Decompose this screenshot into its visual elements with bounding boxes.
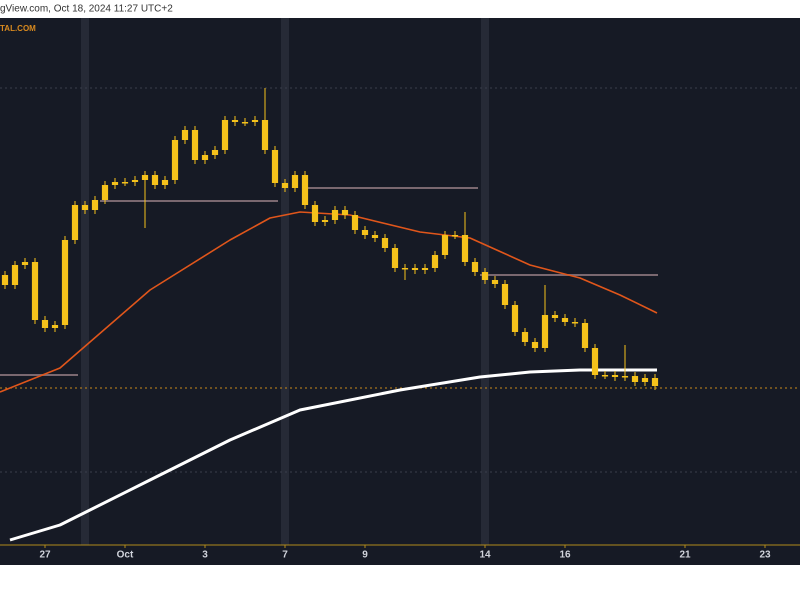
moving-average (9, 368, 657, 542)
candle-body (391, 248, 399, 268)
candle-body (101, 185, 109, 200)
candle-body (481, 272, 489, 280)
candle-body (581, 323, 589, 348)
candle-body (521, 332, 529, 342)
candle-body (11, 265, 19, 285)
x-tick-label: 27 (39, 550, 51, 561)
header-text: gView.com, Oct 18, 2024 11:27 UTC+2 (0, 4, 173, 15)
candle-body (601, 375, 609, 377)
candle-body (381, 238, 389, 248)
candle-body (151, 175, 159, 185)
candle-body (351, 215, 359, 230)
candle-body (611, 375, 619, 377)
candle-body (571, 322, 579, 324)
candle-body (181, 130, 189, 140)
week-separator (81, 18, 89, 545)
candle-body (501, 284, 509, 305)
plot-layer: 27 Oct 3 7 9 14 16 21 23 (0, 87, 800, 561)
x-tick-label: 9 (362, 550, 368, 561)
candle-body (231, 120, 239, 122)
x-tick-label: 23 (759, 550, 771, 561)
candle-body (61, 240, 69, 325)
candle-body (551, 315, 559, 318)
candle-body (301, 175, 309, 205)
candle-body (451, 235, 459, 237)
x-tick-label: 3 (202, 550, 208, 561)
candle-body (241, 122, 249, 124)
candle-body (81, 205, 89, 210)
candle-body (371, 235, 379, 238)
candle-body (341, 210, 349, 215)
candle-body (121, 182, 129, 184)
candle-body (441, 235, 449, 255)
candle-body (31, 262, 39, 320)
candle-body (461, 235, 469, 262)
candle-body (111, 182, 119, 185)
candle-body (21, 262, 29, 265)
candle-body (541, 315, 549, 348)
candle-body (531, 342, 539, 348)
candle-body (171, 140, 179, 180)
candle-body (561, 318, 569, 322)
candle-body (491, 280, 499, 284)
x-tick-label: 16 (559, 550, 571, 561)
candle-body (331, 210, 339, 220)
x-tick-label: Oct (117, 550, 134, 561)
candle-body (401, 268, 409, 270)
candle-body (411, 268, 419, 270)
candle-body (291, 175, 299, 188)
candle-body (471, 262, 479, 272)
candle-body (191, 130, 199, 160)
candle-body (361, 230, 369, 235)
candle-body (631, 376, 639, 382)
watermark: TAL.COM (0, 24, 36, 33)
candle-body (41, 320, 49, 328)
candle-body (1, 275, 9, 285)
candle-body (321, 220, 329, 222)
candle-body (641, 378, 649, 382)
x-tick-label: 14 (479, 550, 491, 561)
plot-background (0, 18, 800, 565)
x-tick-label: 21 (679, 550, 691, 561)
candle-body (511, 305, 519, 332)
candle-body (161, 180, 169, 185)
candle-body (211, 150, 219, 155)
x-tick-label: 7 (282, 550, 288, 561)
moving-average (0, 211, 658, 393)
candle-body (201, 155, 209, 160)
candle-body (51, 325, 59, 328)
candle-body (311, 205, 319, 222)
candle-body (421, 268, 429, 270)
week-separator (281, 18, 289, 545)
candle-body (221, 120, 229, 150)
candle-body (621, 376, 629, 378)
candle-body (141, 175, 149, 180)
candle-body (651, 378, 659, 386)
candle-body (271, 150, 279, 183)
candle-body (251, 120, 259, 122)
candle-body (591, 348, 599, 375)
candle-body (281, 183, 289, 188)
candle-body (431, 255, 439, 268)
candle-body (91, 200, 99, 210)
candle-body (71, 205, 79, 240)
candle-body (261, 120, 269, 150)
candle-body (131, 180, 139, 182)
